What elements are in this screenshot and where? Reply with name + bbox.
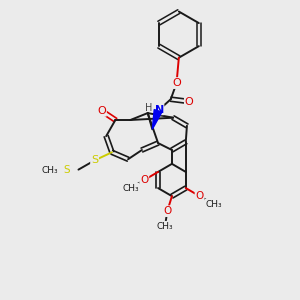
Text: N: N bbox=[154, 105, 164, 115]
Text: O: O bbox=[172, 78, 181, 88]
Polygon shape bbox=[152, 110, 162, 129]
Text: S: S bbox=[91, 155, 98, 165]
Text: CH₃: CH₃ bbox=[157, 222, 173, 231]
Text: O: O bbox=[97, 106, 106, 116]
Text: CH₃: CH₃ bbox=[122, 184, 139, 193]
Text: O: O bbox=[163, 206, 171, 216]
Text: O: O bbox=[185, 97, 194, 106]
Text: CH₃: CH₃ bbox=[205, 200, 222, 209]
Text: O: O bbox=[140, 175, 148, 185]
Text: O: O bbox=[196, 191, 204, 201]
Text: S: S bbox=[64, 165, 70, 175]
Text: H: H bbox=[145, 103, 152, 113]
Text: CH₃: CH₃ bbox=[41, 166, 58, 175]
